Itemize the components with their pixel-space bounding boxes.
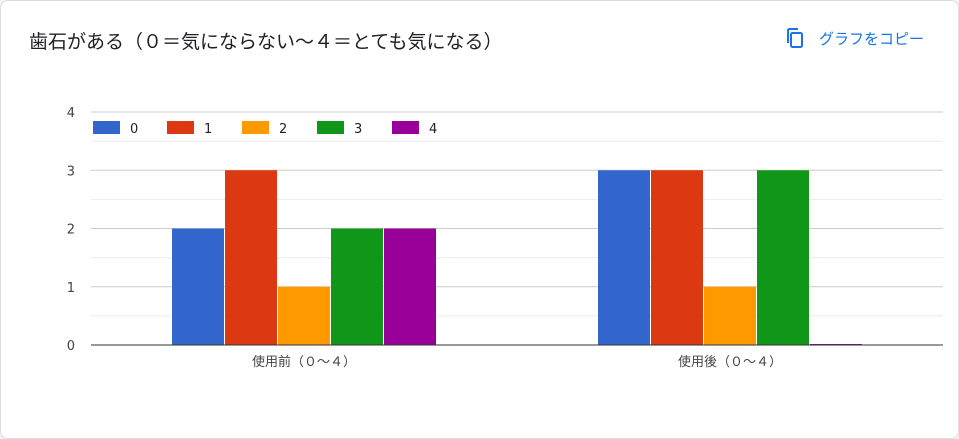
bar[interactable] (172, 228, 224, 346)
bar[interactable] (598, 170, 650, 345)
bar[interactable] (384, 228, 436, 346)
legend-label[interactable]: 3 (354, 122, 362, 137)
bar[interactable] (651, 170, 703, 345)
bar[interactable] (757, 170, 809, 345)
legend-label[interactable]: 4 (429, 122, 437, 137)
copy-icon (786, 28, 803, 48)
legend-swatch[interactable] (242, 121, 269, 134)
x-tick-label: 使用後（０〜４） (678, 354, 782, 370)
bar[interactable] (704, 286, 756, 345)
y-tick-label: 0 (67, 339, 75, 354)
legend-label[interactable]: 1 (204, 122, 212, 137)
legend-label[interactable]: 2 (279, 122, 287, 137)
y-tick-label: 3 (67, 164, 75, 179)
copy-chart-label: グラフをコピー (818, 29, 924, 48)
x-tick-label: 使用前（０〜４） (252, 354, 356, 370)
legend-swatch[interactable] (392, 121, 419, 134)
y-tick-label: 2 (67, 223, 75, 238)
legend-swatch[interactable] (317, 121, 344, 134)
y-tick-label: 1 (67, 281, 75, 296)
chart-title: 歯石がある（０＝気にならない〜４＝とても気になる） (29, 31, 503, 53)
legend-swatch[interactable] (93, 121, 120, 134)
copy-chart-button[interactable]: グラフをコピー (783, 21, 924, 55)
bar[interactable] (225, 170, 277, 345)
bar[interactable] (278, 286, 330, 345)
bar[interactable] (331, 228, 383, 346)
legend-swatch[interactable] (167, 121, 194, 134)
y-tick-label: 4 (67, 106, 75, 121)
legend-label[interactable]: 0 (130, 122, 138, 137)
